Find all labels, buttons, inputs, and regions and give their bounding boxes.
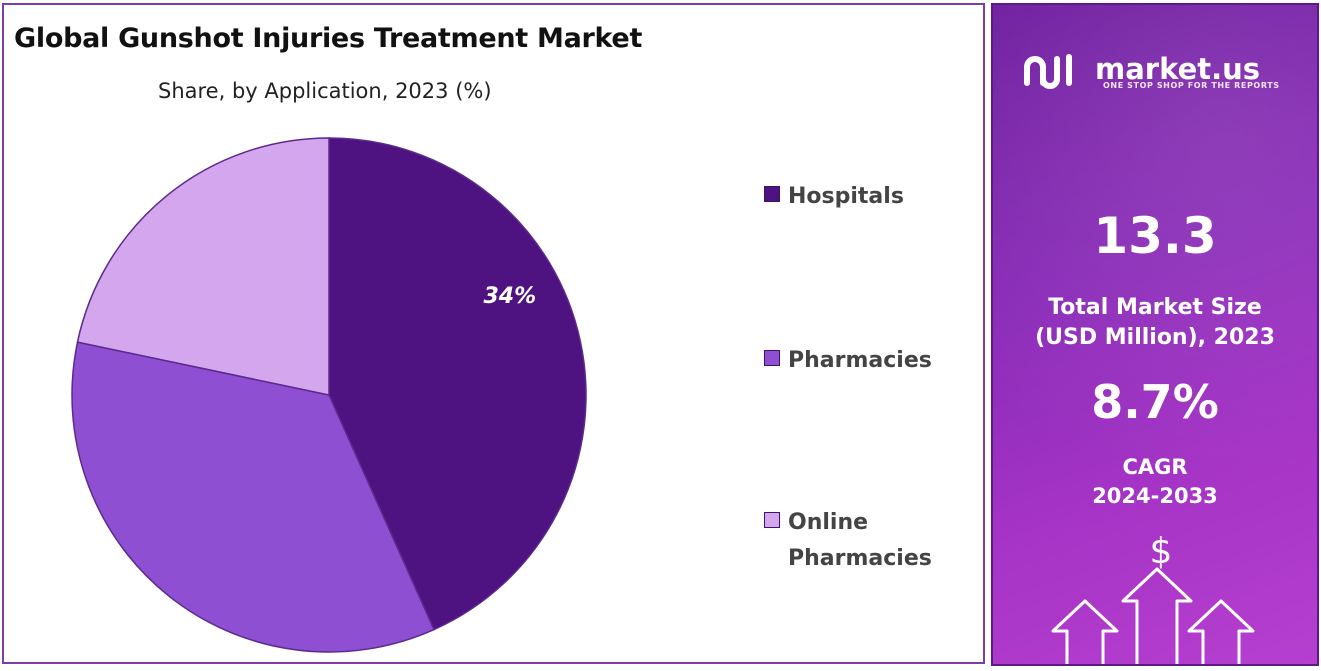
market-size-label: Total Market Size (USD Million), 2023 — [993, 293, 1317, 353]
pie-slice-hospitals[interactable] — [328, 137, 587, 631]
market-size-label-line2: (USD Million), 2023 — [1035, 325, 1275, 350]
up-arrows-icon — [1051, 567, 1255, 664]
legend-swatch-hospitals — [764, 186, 780, 202]
cagr-value: 8.7% — [1091, 375, 1219, 429]
pie-data-labels: 34% — [483, 284, 536, 309]
chart-legend: Hospitals Pharmacies Online Pharmacies — [764, 5, 984, 665]
brand-tagline: ONE STOP SHOP FOR THE REPORTS — [1103, 81, 1280, 90]
cagr-label-line1: CAGR — [1122, 455, 1188, 479]
legend-item-hospitals[interactable]: Hospitals — [764, 179, 958, 215]
pie-slice-online-pharmacies[interactable] — [76, 137, 330, 396]
legend-item-online-pharmacies[interactable]: Online Pharmacies — [764, 505, 958, 577]
pie-slice-pharmacies[interactable] — [71, 341, 436, 653]
market-size-label-line1: Total Market Size — [1048, 295, 1262, 320]
chart-title: Global Gunshot Injuries Treatment Market — [14, 23, 643, 54]
chart-panel: Global Gunshot Injuries Treatment Market… — [2, 3, 985, 664]
legend-item-pharmacies[interactable]: Pharmacies — [764, 343, 958, 379]
pie-chart: 34% — [71, 137, 587, 653]
legend-swatch-online-pharmacies — [764, 512, 780, 528]
market-summary-panel: market.us ONE STOP SHOP FOR THE REPORTS … — [991, 3, 1319, 666]
panel-background-glow — [993, 5, 1317, 664]
svg-text:$: $ — [1150, 531, 1173, 572]
legend-label-online-pharmacies: Online Pharmacies — [788, 510, 932, 571]
cagr-label-line2: 2024-2033 — [1092, 484, 1218, 508]
cagr-label: CAGR 2024-2033 — [993, 453, 1317, 511]
market-size-value: 13.3 — [1093, 207, 1217, 265]
legend-label-hospitals: Hospitals — [788, 184, 904, 209]
marketus-logo[interactable]: market.us — [1023, 49, 1260, 89]
marketus-logo-icon — [1024, 54, 1072, 89]
chart-subtitle: Share, by Application, 2023 (%) — [158, 79, 492, 103]
pie-slices — [71, 137, 587, 653]
data-label-hospitals: 34% — [483, 284, 536, 309]
legend-label-pharmacies: Pharmacies — [788, 348, 932, 373]
legend-swatch-pharmacies — [764, 350, 780, 366]
dollar-icon: $ — [1150, 531, 1173, 572]
brand-name: market.us — [1095, 52, 1261, 86]
